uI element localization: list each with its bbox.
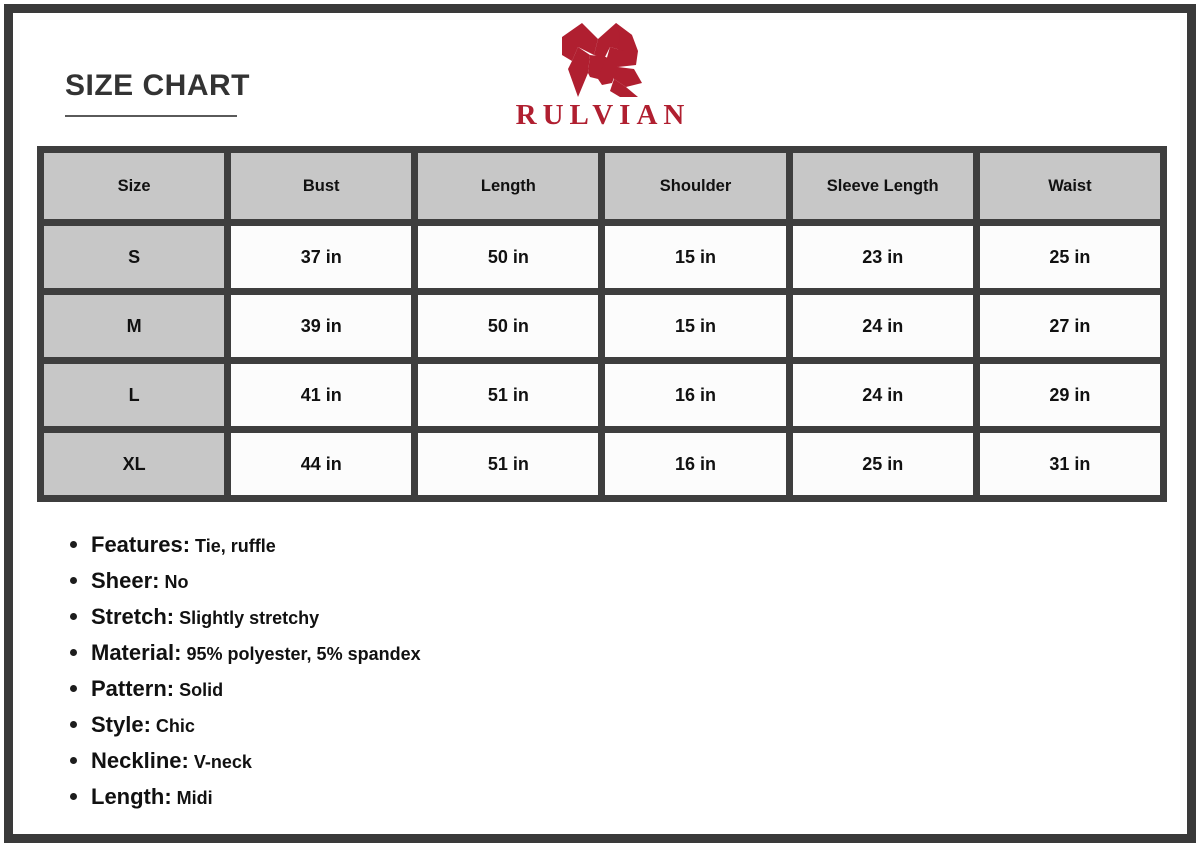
spec-label: Length: xyxy=(91,784,172,810)
column-header-bust: Bust xyxy=(231,153,412,219)
page-header: SIZE CHART xyxy=(37,13,1163,146)
cell-bust: 37 in xyxy=(231,226,412,288)
spec-label: Features: xyxy=(91,532,191,557)
brand-wordmark: RULVIAN xyxy=(515,99,691,131)
list-item: Style: Chic xyxy=(67,710,1163,739)
table-header-row: Size Bust Length Shoulder Sleeve Length … xyxy=(44,153,1160,219)
table-row: S 37 in 50 in 15 in 23 in 25 in xyxy=(44,226,1160,288)
cell-shoulder: 15 in xyxy=(605,295,786,357)
table-row: L 41 in 51 in 16 in 24 in 29 in xyxy=(44,364,1160,426)
column-header-sleeve-length: Sleeve Length xyxy=(792,153,973,219)
spec-label: Neckline: xyxy=(91,748,189,774)
list-item: Material: 95% polyester, 5% spandex xyxy=(67,638,1163,667)
cell-bust: 39 in xyxy=(231,295,412,357)
list-item: Length: Midi xyxy=(67,782,1163,811)
title-underline-rule xyxy=(65,115,237,117)
column-header-shoulder: Shoulder xyxy=(605,153,786,219)
column-header-length: Length xyxy=(418,153,599,219)
list-item: Features: Tie, ruffle xyxy=(67,530,1163,559)
cell-sleeve-length: 24 in xyxy=(792,295,973,357)
spec-value: 95% polyester, 5% spandex xyxy=(186,644,421,665)
table-row: XL 44 in 51 in 16 in 25 in 31 in xyxy=(44,433,1160,495)
cell-length: 50 in xyxy=(418,226,599,288)
cell-size: S xyxy=(44,226,225,288)
list-item: Sheer: No xyxy=(67,566,1163,595)
cell-waist: 27 in xyxy=(979,295,1160,357)
bordered-frame: SIZE CHART xyxy=(4,4,1196,843)
column-header-waist: Waist xyxy=(979,153,1160,219)
title-block: SIZE CHART xyxy=(65,71,250,117)
cell-sleeve-length: 24 in xyxy=(792,364,973,426)
list-item: Neckline: V-neck xyxy=(67,746,1163,775)
cell-sleeve-length: 25 in xyxy=(792,433,973,495)
cell-sleeve-length: 23 in xyxy=(792,226,973,288)
page-title: SIZE CHART xyxy=(65,69,250,102)
cell-size: M xyxy=(44,295,225,357)
cell-waist: 31 in xyxy=(979,433,1160,495)
spec-value: Chic xyxy=(155,716,195,737)
table-row: M 39 in 50 in 15 in 24 in 27 in xyxy=(44,295,1160,357)
cell-shoulder: 16 in xyxy=(605,433,786,495)
spec-value: Midi xyxy=(176,788,213,809)
cell-size: L xyxy=(44,364,225,426)
cell-waist: 25 in xyxy=(979,226,1160,288)
spec-label: Style: xyxy=(91,712,151,738)
cell-length: 51 in xyxy=(418,433,599,495)
cell-bust: 44 in xyxy=(231,433,412,495)
list-item: Pattern: Solid xyxy=(67,674,1163,703)
spec-label: Stretch: xyxy=(91,604,175,630)
column-header-size: Size xyxy=(44,153,225,219)
cell-waist: 29 in xyxy=(979,364,1160,426)
spec-value: No xyxy=(164,572,189,593)
cell-size: XL xyxy=(44,433,225,495)
cell-bust: 41 in xyxy=(231,364,412,426)
list-item: Stretch: Slightly stretchy xyxy=(67,602,1163,631)
size-chart-table: Size Bust Length Shoulder Sleeve Length … xyxy=(37,146,1167,502)
brand-logo: RULVIAN xyxy=(37,21,1163,130)
spec-label: Material: xyxy=(91,640,182,666)
cell-shoulder: 16 in xyxy=(605,364,786,426)
rulvian-r-monogram-icon xyxy=(562,23,642,97)
spec-value: Slightly stretchy xyxy=(179,608,320,629)
cell-shoulder: 15 in xyxy=(605,226,786,288)
spec-value: Solid xyxy=(179,680,224,701)
spec-label: Sheer: xyxy=(91,568,160,594)
cell-length: 51 in xyxy=(418,364,599,426)
product-spec-list: Features: Tie, ruffle Sheer: No Stretch: Sl… xyxy=(37,530,1163,811)
spec-label: Pattern: xyxy=(91,676,175,702)
spec-value: Tie, ruffle xyxy=(195,536,276,556)
spec-value: V-neck xyxy=(193,752,252,773)
cell-length: 50 in xyxy=(418,295,599,357)
